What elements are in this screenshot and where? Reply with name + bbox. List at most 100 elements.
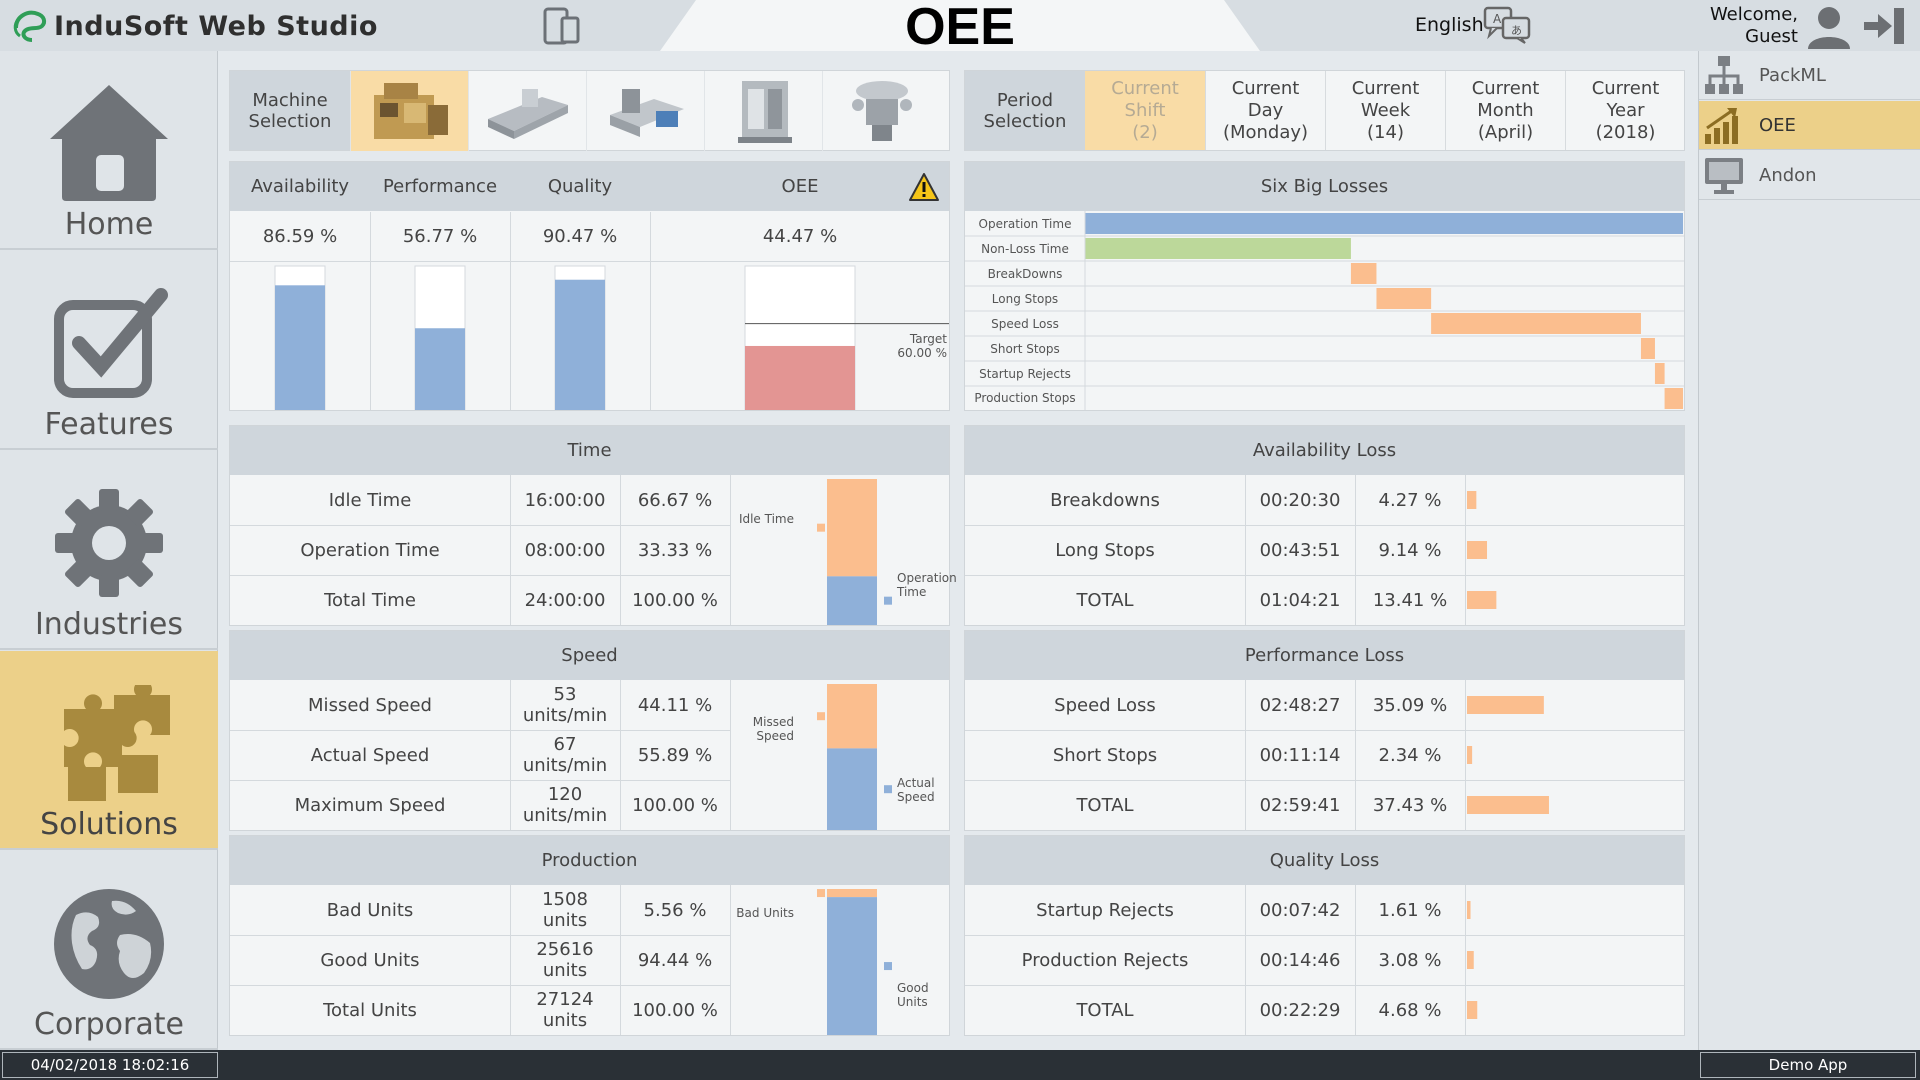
machine-option-3[interactable] <box>586 71 704 151</box>
period-option-current-month[interactable]: Current Month (April) <box>1445 71 1565 150</box>
stack-bottom-segment <box>827 897 877 1035</box>
nav-label-features: Features <box>44 407 174 442</box>
loss-row-label: BreakDowns <box>987 266 1063 281</box>
loss-row-name: TOTAL <box>1076 999 1134 1021</box>
divider <box>230 575 730 576</box>
divider <box>620 680 621 830</box>
production-value-unit: units <box>542 960 588 981</box>
period-option-text: (2) <box>1132 121 1158 143</box>
period-option-current-week[interactable]: Current Week (14) <box>1325 71 1445 150</box>
performance-loss-bars <box>1467 696 1549 814</box>
six-big-losses-panel: Six Big Losses Operation Time Non-Loss T… <box>964 161 1685 411</box>
production-row-name: Total Units <box>323 999 417 1021</box>
nav-item-solutions[interactable]: Solutions <box>0 651 218 850</box>
puzzle-icon <box>64 685 170 801</box>
quality-bar <box>555 279 605 410</box>
machine-option-4[interactable] <box>704 71 822 151</box>
legend-swatch-bottom <box>884 785 892 794</box>
loss-row-name: Short Stops <box>1052 744 1158 766</box>
right-nav-label-andon: Andon <box>1759 164 1817 186</box>
divider <box>230 985 730 986</box>
legend-swatch-bottom <box>884 962 892 971</box>
nav-item-features[interactable]: Features <box>0 251 218 450</box>
production-row-value: 1508 units <box>510 885 620 935</box>
svg-text:A: A <box>1493 12 1502 26</box>
production-value-number: 1508 <box>542 889 588 910</box>
user-avatar-icon[interactable] <box>1804 3 1854 53</box>
period-option-current-shift[interactable]: Current Shift (2) <box>1085 71 1205 150</box>
speed-value-number: 53 <box>553 684 577 705</box>
divider <box>230 261 949 262</box>
speed-row-percent: 55.89 % <box>637 744 713 766</box>
loss-row-name: Breakdowns <box>1050 489 1160 511</box>
right-nav-item-andon[interactable]: Andon <box>1699 151 1920 200</box>
legend-swatch-top <box>817 889 825 898</box>
loss-row-label: Non-Loss Time <box>981 241 1069 256</box>
target-label-text: Target <box>909 332 947 346</box>
kpi-value-quality: 90.47 % <box>542 226 618 247</box>
divider <box>510 212 511 410</box>
machine-option-2[interactable] <box>468 71 586 151</box>
loss-percent-bar <box>1467 746 1473 764</box>
machine-selection-label-line: Machine <box>252 89 328 111</box>
speed-value-unit: units/min <box>522 705 608 726</box>
performance-loss-panel: Performance Loss Speed Loss 02:48:27 35.… <box>964 630 1685 831</box>
loss-row-time: 00:20:30 <box>1259 489 1341 511</box>
loss-row-time: 01:04:21 <box>1259 589 1341 611</box>
warning-icon[interactable] <box>908 172 940 206</box>
availability-loss-bars <box>1467 491 1497 609</box>
loss-row-percent: 2.34 % <box>1378 744 1442 766</box>
machine-image-icon <box>609 89 684 137</box>
speed-value-unit: units/min <box>522 755 608 776</box>
nav-item-corporate[interactable]: Corporate <box>0 851 218 1050</box>
machine-image-icon <box>373 83 448 139</box>
mobile-device-icon[interactable] <box>542 6 584 50</box>
loss-row-percent: 35.09 % <box>1372 694 1448 716</box>
user-name: Guest <box>1745 26 1798 47</box>
logout-icon[interactable] <box>1862 6 1908 50</box>
nav-label-corporate: Corporate <box>34 1007 184 1042</box>
divider <box>510 885 511 1035</box>
language-label[interactable]: English <box>1415 14 1484 36</box>
loss-row-time: 00:07:42 <box>1259 899 1341 921</box>
divider <box>965 575 1684 576</box>
oee-bar <box>745 345 855 410</box>
loss-bar <box>1664 388 1683 409</box>
period-option-current-day[interactable]: Current Day (Monday) <box>1205 71 1325 150</box>
time-row-name: Operation Time <box>300 539 440 561</box>
nav-item-industries[interactable]: Industries <box>0 451 218 650</box>
loss-row-time: 00:22:29 <box>1259 999 1341 1021</box>
divider <box>1465 475 1466 625</box>
speed-value-number: 120 <box>547 784 583 805</box>
divider <box>730 475 731 625</box>
loss-row-name: TOTAL <box>1076 794 1134 816</box>
nav-item-home[interactable]: Home <box>0 51 218 250</box>
loss-row-time: 00:14:46 <box>1259 949 1341 971</box>
machine-option-5[interactable] <box>822 71 940 151</box>
loss-bar <box>1431 313 1641 334</box>
kpi-value-performance: 56.77 % <box>402 226 478 247</box>
speed-row-value: 120 units/min <box>510 780 620 830</box>
checkbox-icon <box>54 288 168 398</box>
right-nav-item-oee[interactable]: OEE <box>1699 101 1920 150</box>
stack-bottom-segment <box>827 748 877 830</box>
period-option-current-year[interactable]: Current Year (2018) <box>1565 71 1685 150</box>
production-row-percent: 94.44 % <box>637 949 713 971</box>
right-nav-item-packml[interactable]: PackML <box>1699 51 1920 100</box>
kpi-bars <box>274 265 949 410</box>
indusoft-logo-icon <box>13 10 47 42</box>
machine-image-icon <box>851 81 912 141</box>
performance-bar <box>415 328 465 410</box>
machine-selection-panel: Machine Selection <box>229 70 950 151</box>
divider <box>965 935 1684 936</box>
oee-target-label: Target 60.00 % <box>855 332 947 360</box>
loss-row-name: TOTAL <box>1076 589 1134 611</box>
divider <box>730 885 731 1035</box>
right-nav-label-oee: OEE <box>1759 114 1796 136</box>
divider <box>965 985 1684 986</box>
availability-loss-panel: Availability Loss Breakdowns 00:20:30 4.… <box>964 425 1685 626</box>
time-row-percent: 33.33 % <box>637 539 713 561</box>
machine-option-1[interactable] <box>350 71 468 151</box>
period-option-text: (Monday) <box>1222 121 1309 143</box>
